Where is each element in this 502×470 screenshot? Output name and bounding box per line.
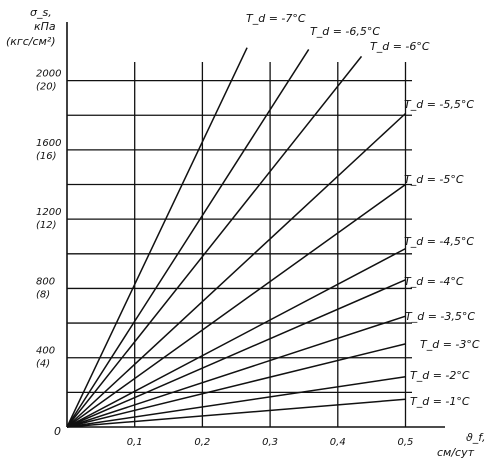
series-label: T_d = -5,5°C bbox=[404, 98, 474, 111]
x-tick-label: 0,5 bbox=[398, 437, 414, 448]
x-axis-title: ϑ_f, см/сут bbox=[437, 431, 486, 459]
x-axis-symbol: ϑ_f, bbox=[466, 431, 486, 444]
y-axis-unit-kpa: кПа bbox=[34, 20, 56, 33]
series-line bbox=[66, 398, 406, 428]
series-labels: T_d = -1°C T_d = -2°C T_d = -3°C T_d = -3,5… bbox=[246, 12, 480, 408]
origin-label: 0 bbox=[54, 425, 61, 438]
x-tick-label: 0,3 bbox=[262, 437, 278, 448]
tick-labels: 0,1 0,2 0,3 0,4 0,5 400 (4) 800 (8) 1200 (12) 1600 (… bbox=[36, 69, 413, 448]
series-label: T_d = -6°C bbox=[370, 40, 430, 53]
series-line bbox=[66, 376, 406, 428]
series-line bbox=[66, 279, 406, 428]
series-label: T_d = -4,5°C bbox=[404, 235, 474, 248]
series-line bbox=[66, 315, 406, 428]
y-tick-label: 400 bbox=[36, 346, 55, 357]
series-line bbox=[66, 112, 407, 428]
series-line bbox=[66, 55, 363, 428]
y-tick-label-kgf: (12) bbox=[36, 220, 57, 231]
x-tick-label: 0,2 bbox=[194, 437, 210, 448]
x-tick-label: 0,1 bbox=[127, 437, 143, 448]
series-line bbox=[66, 247, 406, 428]
y-tick-label-kgf: (20) bbox=[36, 82, 57, 93]
series-line bbox=[66, 47, 248, 428]
series-label: T_d = -2°C bbox=[410, 369, 470, 382]
y-tick-label: 1200 bbox=[36, 207, 61, 218]
y-tick-label: 800 bbox=[36, 276, 55, 287]
y-axis-symbol: σ_s, bbox=[30, 6, 52, 19]
series-lines bbox=[66, 47, 407, 428]
y-tick-label-kgf: (16) bbox=[36, 151, 57, 162]
series-label: T_d = -5°C bbox=[404, 173, 464, 186]
series-label: T_d = -3,5°C bbox=[405, 310, 475, 323]
series-line bbox=[66, 49, 310, 428]
y-axis-title: σ_s, кПа (кгс/см²) bbox=[6, 6, 56, 48]
y-tick-label-kgf: (8) bbox=[36, 289, 50, 300]
series-label: T_d = -6,5°C bbox=[310, 25, 380, 38]
x-tick-label: 0,4 bbox=[330, 437, 346, 448]
series-label: T_d = -4°C bbox=[404, 275, 464, 288]
series-label: T_d = -3°C bbox=[420, 338, 480, 351]
series-line bbox=[66, 183, 406, 428]
y-tick-label: 1600 bbox=[36, 138, 61, 149]
y-tick-label: 2000 bbox=[36, 69, 61, 80]
grid bbox=[67, 62, 412, 427]
series-label: T_d = -1°C bbox=[410, 395, 470, 408]
y-axis-unit-kgf: (кгс/см²) bbox=[6, 35, 56, 48]
series-line bbox=[66, 343, 406, 428]
series-label: T_d = -7°C bbox=[246, 12, 306, 25]
y-tick-label-kgf: (4) bbox=[36, 359, 50, 370]
x-axis-unit: см/сут bbox=[437, 446, 475, 459]
axes bbox=[66, 22, 445, 428]
